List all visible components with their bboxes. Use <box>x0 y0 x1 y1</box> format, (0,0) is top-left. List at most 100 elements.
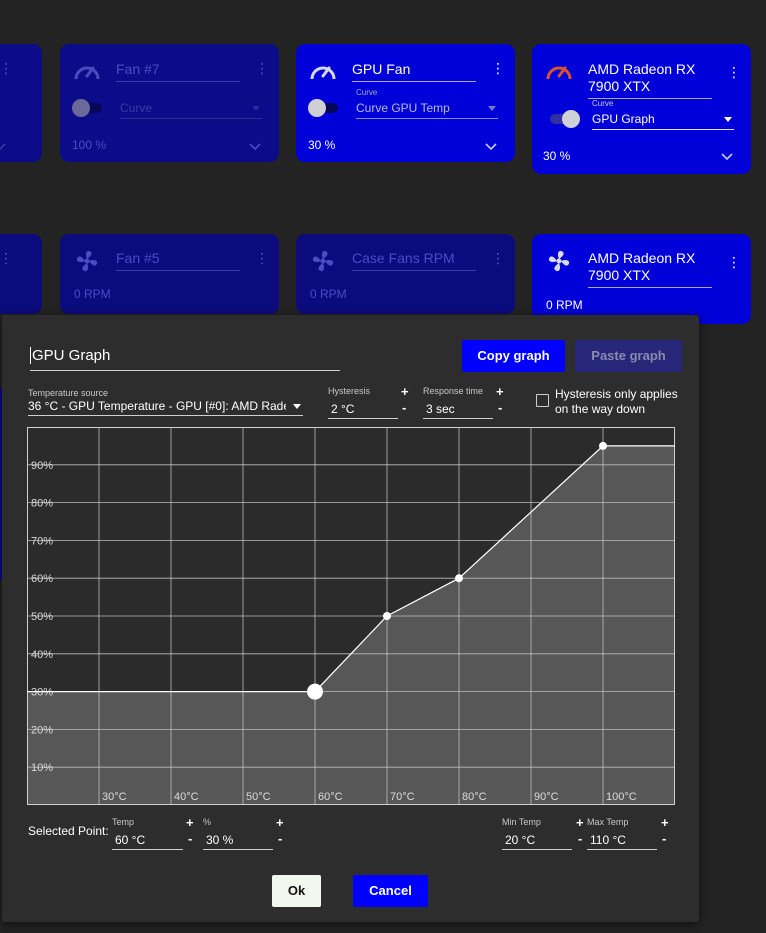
response-plus-button[interactable]: + <box>496 384 504 399</box>
y-tick-label: 50% <box>31 611 53 623</box>
paste-graph-button[interactable]: Paste graph <box>575 340 682 372</box>
point-temp-label: Temp <box>112 817 135 827</box>
more-menu-icon[interactable]: ⋮ <box>255 60 269 76</box>
y-tick-label: 80% <box>31 498 53 510</box>
graph-border <box>27 427 675 805</box>
control-toggle[interactable] <box>70 99 106 117</box>
graph-name-input[interactable]: GPU Graph <box>30 345 340 371</box>
chevron-down-icon[interactable] <box>485 140 497 152</box>
point-temp-plus-button[interactable]: + <box>186 815 194 830</box>
point-temp-minus-button[interactable]: - <box>188 831 193 846</box>
y-tick-label: 10% <box>31 762 53 774</box>
chevron-down-icon[interactable] <box>249 140 261 152</box>
cancel-button[interactable]: Cancel <box>353 875 428 907</box>
y-tick-label: 20% <box>31 724 53 736</box>
y-tick-label: 90% <box>31 460 53 472</box>
ok-button[interactable]: Ok <box>272 875 321 907</box>
more-menu-icon[interactable]: ⋮ <box>491 250 505 266</box>
fan-card-gpu-fan: GPU Fan ⋮ Curve Curve GPU Temp 30 % <box>296 44 515 162</box>
graph-name-value: GPU Graph <box>30 347 111 364</box>
more-menu-icon[interactable]: ⋮ <box>255 250 269 266</box>
point-percent-plus-button[interactable]: + <box>276 815 284 830</box>
fan-icon <box>312 250 334 272</box>
fan-card-partial-1[interactable]: ⋮ <box>0 44 42 162</box>
y-tick-label: 30% <box>31 687 53 699</box>
x-tick-label: 90°C <box>534 791 559 803</box>
x-tick-label: 80°C <box>462 791 487 803</box>
min-temp-value: 20 °C <box>505 833 536 847</box>
more-menu-icon[interactable]: ⋮ <box>727 254 741 270</box>
curve-select-value: Curve GPU Temp <box>356 101 450 115</box>
max-temp-plus-button[interactable]: + <box>661 815 669 830</box>
max-temp-input[interactable]: 110 °C <box>587 832 657 850</box>
curve-point-selected[interactable] <box>307 683 323 700</box>
temp-source-select[interactable]: 36 °C - GPU Temperature - GPU [#0]: AMD … <box>28 398 303 416</box>
x-tick-label: 40°C <box>174 791 199 803</box>
chevron-down-icon[interactable] <box>0 140 6 152</box>
fan-title[interactable]: GPU Fan <box>352 61 476 82</box>
hysteresis-plus-button[interactable]: + <box>401 384 409 399</box>
x-tick-label: 70°C <box>390 791 415 803</box>
card-fragment-edge <box>0 388 2 580</box>
min-temp-plus-button[interactable]: + <box>576 815 584 830</box>
more-menu-icon[interactable]: ⋮ <box>0 250 13 266</box>
graph-editor-dialog: GPU Graph Copy graph Paste graph Tempera… <box>2 315 699 922</box>
rpm-card-amd-radeon: AMD Radeon RX 7900 XTX ⋮ 0 RPM <box>532 234 751 324</box>
chevron-down-icon[interactable] <box>721 150 733 162</box>
response-time-input[interactable]: 3 sec <box>423 401 493 419</box>
curve-select-value: Curve <box>120 101 153 115</box>
point-temp-value: 60 °C <box>115 833 146 847</box>
curve-select[interactable]: Curve <box>120 101 262 119</box>
fan-status: 30 % <box>543 149 571 163</box>
fan-status: 30 % <box>308 138 336 152</box>
dropdown-arrow-icon <box>724 117 732 122</box>
y-tick-label: 40% <box>31 649 53 661</box>
more-menu-icon[interactable]: ⋮ <box>491 60 505 76</box>
rpm-card-fan5: Fan #5 ⋮ 0 RPM <box>60 234 279 314</box>
min-temp-label: Min Temp <box>502 817 541 827</box>
curve-point[interactable] <box>599 441 607 450</box>
fan-status: 100 % <box>72 138 107 152</box>
curve-select-label: Curve <box>592 99 614 108</box>
hysteresis-label: Hysteresis <box>328 386 371 396</box>
selected-point-label: Selected Point: <box>28 824 109 838</box>
hysteresis-input[interactable]: 2 °C <box>328 401 398 419</box>
more-menu-icon[interactable]: ⋮ <box>727 64 741 80</box>
fan-title[interactable]: AMD Radeon RX 7900 XTX <box>588 250 712 288</box>
point-temp-input[interactable]: 60 °C <box>112 832 183 850</box>
fan-title[interactable]: Fan #7 <box>116 61 240 82</box>
fan-card-amd-radeon: AMD Radeon RX 7900 XTX ⋮ Curve GPU Graph… <box>532 44 751 174</box>
min-temp-input[interactable]: 20 °C <box>502 832 572 850</box>
fan-title[interactable]: AMD Radeon RX 7900 XTX <box>588 61 712 99</box>
control-toggle[interactable] <box>306 99 342 117</box>
fan-curve-graph[interactable]: 90% 80% 70% 60% 50% 40% 30% 20% 10% 30°C 40°C 50°C 6… <box>27 427 675 805</box>
x-tick-label: 100°C <box>606 791 637 803</box>
point-percent-minus-button[interactable]: - <box>278 831 283 846</box>
rpm-status: 0 RPM <box>546 298 583 312</box>
curve-point[interactable] <box>383 612 391 620</box>
fan-icon <box>548 250 570 272</box>
copy-graph-button[interactable]: Copy graph <box>462 340 565 372</box>
fan-title[interactable]: Fan #5 <box>116 250 240 271</box>
max-temp-minus-button[interactable]: - <box>662 831 667 846</box>
curve-select[interactable]: Curve Curve GPU Temp <box>356 88 498 119</box>
curve-select[interactable]: Curve GPU Graph <box>592 99 734 130</box>
curve-point[interactable] <box>455 574 463 583</box>
control-toggle[interactable] <box>546 110 582 128</box>
hysteresis-minus-button[interactable]: - <box>402 400 407 415</box>
response-minus-button[interactable]: - <box>498 400 503 415</box>
hysteresis-down-checkbox[interactable] <box>536 394 549 407</box>
hysteresis-down-label: Hysteresis only applies on the way down <box>555 387 678 416</box>
min-temp-minus-button[interactable]: - <box>578 831 583 846</box>
fan-title[interactable]: Case Fans RPM <box>352 250 476 271</box>
gauge-icon <box>310 66 336 80</box>
response-time-label: Response time <box>423 386 484 396</box>
dropdown-arrow-icon <box>293 404 301 409</box>
max-temp-value: 110 °C <box>590 833 626 847</box>
rpm-status: 0 RPM <box>74 287 111 301</box>
more-menu-icon[interactable]: ⋮ <box>0 60 13 76</box>
y-tick-label: 70% <box>31 535 53 547</box>
curve-fill-area <box>27 445 675 805</box>
rpm-card-partial-1[interactable]: ⋮ <box>0 234 42 314</box>
point-percent-input[interactable]: 30 % <box>203 832 273 850</box>
